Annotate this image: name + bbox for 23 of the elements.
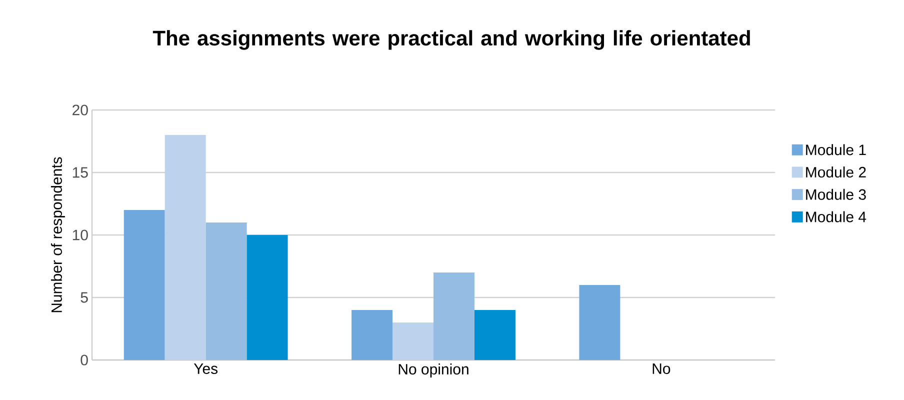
bar <box>206 222 247 360</box>
bar <box>392 322 434 360</box>
legend-label: Module 4 <box>806 211 866 222</box>
bar <box>164 134 206 360</box>
y-tick-label: 5 <box>80 292 88 303</box>
x-tick-label: Yes <box>194 364 218 374</box>
bar <box>352 310 393 360</box>
bar <box>474 310 516 360</box>
bar <box>124 210 165 360</box>
bar <box>434 272 474 360</box>
y-tick-label: 0 <box>80 354 88 366</box>
x-tick-label: No opinion <box>398 364 468 378</box>
x-tick-label: No <box>652 364 670 374</box>
legend-label: Module 1 <box>806 144 866 156</box>
y-tick-label: 20 <box>72 104 88 116</box>
y-axis-title: Number of respondents <box>50 157 65 312</box>
legend-label: Module 3 <box>806 188 866 200</box>
bar <box>246 235 288 360</box>
y-tick-label: 15 <box>72 167 88 178</box>
bar <box>579 285 620 360</box>
legend-label: Module 2 <box>806 166 866 178</box>
y-tick-label: 10 <box>72 230 88 240</box>
chart-title: The assignments were practical and working life orientated <box>152 30 750 50</box>
